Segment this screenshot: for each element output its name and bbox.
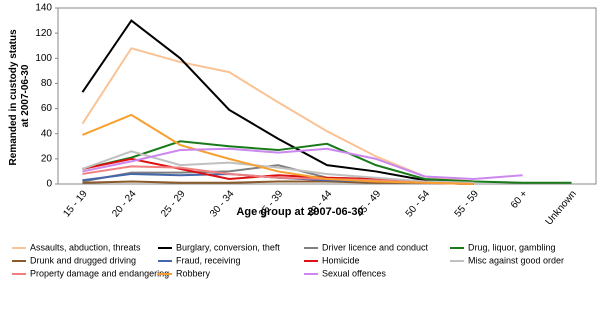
x-tick-label: 50 - 54 — [404, 188, 433, 219]
y-axis-title: Remanded in custody status at 2007-06-30 — [8, 27, 31, 166]
y-tick-label: 0 — [46, 179, 52, 190]
x-tick-label: Unknown — [544, 189, 579, 228]
legend-label: Robbery — [176, 268, 211, 278]
series-line — [82, 147, 523, 180]
x-axis-title: Age group at 2007-06-30 — [236, 206, 363, 218]
legend-label: Fraud, receiving — [176, 255, 241, 265]
y-tick-label: 60 — [41, 103, 53, 114]
series-line — [82, 140, 572, 184]
x-tick-label: 55 - 59 — [453, 188, 482, 219]
x-tick-label: 20 - 24 — [110, 188, 139, 219]
legend-label: Driver licence and conduct — [322, 242, 429, 252]
x-tick-label: 15 - 19 — [61, 188, 90, 219]
series-line — [82, 150, 474, 184]
legend-label: Sexual offences — [322, 268, 386, 278]
legend-label: Burglary, conversion, theft — [176, 242, 280, 252]
legend-label: Drunk and drugged driving — [30, 255, 136, 265]
y-axis-title-line: at 2007-06-30 — [20, 64, 31, 127]
plot-frame — [57, 7, 597, 185]
y-axis-title-line: Remanded in custody status — [8, 29, 19, 166]
y-tick-label: 100 — [35, 53, 52, 64]
series-line — [82, 113, 474, 185]
legend-label: Assaults, abduction, threats — [30, 242, 141, 252]
legend-label: Homicide — [322, 255, 360, 265]
series-line — [81, 19, 474, 183]
legend-label: Misc against good order — [468, 255, 564, 265]
x-tick-label: 45 - 49 — [355, 188, 384, 219]
x-tick-label: 60 + — [509, 188, 530, 210]
y-tick-label: 40 — [41, 128, 53, 139]
x-tick-label: 25 - 29 — [159, 188, 188, 219]
x-tick-label: 30 - 34 — [208, 188, 237, 219]
y-tick-label: 140 — [35, 3, 52, 14]
y-tick-label: 120 — [35, 28, 52, 39]
y-tick-label: 80 — [41, 78, 53, 89]
y-tick-label: 20 — [41, 153, 53, 164]
legend-label: Property damage and endangering — [30, 268, 169, 278]
legend-label: Drug, liquor, gambling — [468, 242, 556, 252]
